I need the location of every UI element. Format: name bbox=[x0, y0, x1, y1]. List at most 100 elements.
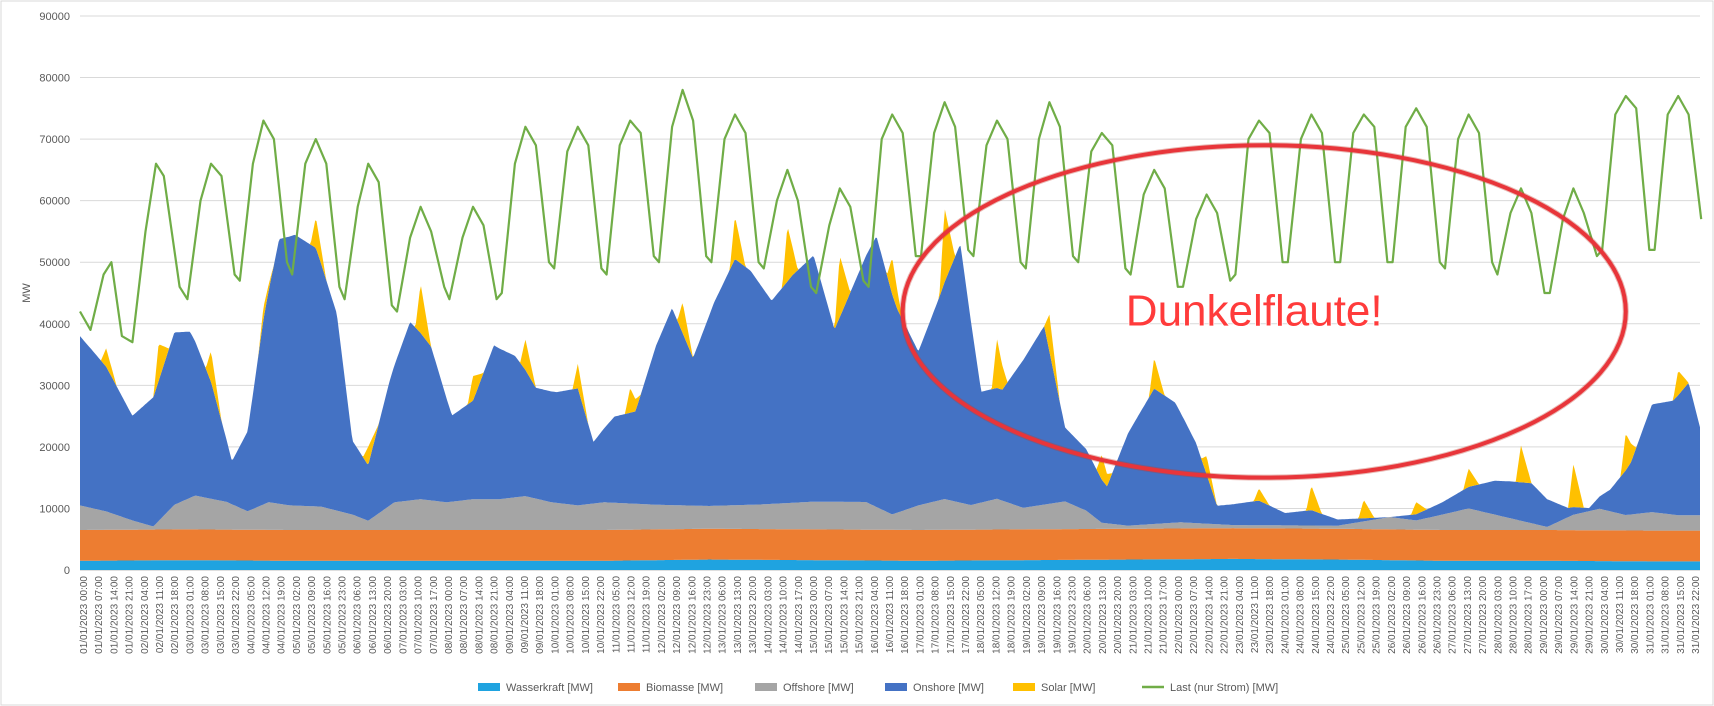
x-tick-label: 07/01/2023 03:00 bbox=[398, 576, 409, 654]
legend-swatch-solar-mw bbox=[1013, 683, 1035, 691]
legend-swatch-offshore-mw bbox=[755, 683, 777, 691]
x-tick-label: 26/01/2023 16:00 bbox=[1417, 576, 1428, 654]
x-tick-label: 16/01/2023 11:00 bbox=[885, 576, 896, 654]
area-biomasse-mw bbox=[80, 528, 1700, 562]
area-onshore-mw bbox=[80, 234, 1700, 527]
x-tick-label: 15/01/2023 14:00 bbox=[839, 576, 850, 654]
x-tick-label: 01/01/2023 14:00 bbox=[109, 576, 120, 654]
x-tick-label: 18/01/2023 12:00 bbox=[992, 576, 1003, 654]
x-tick-label: 05/01/2023 02:00 bbox=[292, 576, 303, 654]
area-solar-mw bbox=[80, 209, 1700, 520]
x-tick-label: 01/01/2023 07:00 bbox=[94, 576, 105, 654]
stacked-areas bbox=[80, 209, 1700, 570]
x-tick-label: 18/01/2023 19:00 bbox=[1007, 576, 1018, 654]
x-tick-label: 16/01/2023 04:00 bbox=[870, 576, 881, 654]
y-axis-label: MW bbox=[21, 283, 33, 303]
line-series bbox=[79, 88, 1703, 344]
x-tick-label: 06/01/2023 06:00 bbox=[353, 576, 364, 654]
x-tick-label: 02/01/2023 18:00 bbox=[170, 576, 181, 654]
x-tick-label: 02/01/2023 11:00 bbox=[155, 576, 166, 654]
x-tick-label: 20/01/2023 20:00 bbox=[1113, 576, 1124, 654]
x-tick-label: 24/01/2023 15:00 bbox=[1311, 576, 1322, 654]
x-tick-label: 13/01/2023 06:00 bbox=[718, 576, 729, 654]
x-tick-label: 31/01/2023 22:00 bbox=[1691, 576, 1702, 654]
x-tick-label: 16/01/2023 18:00 bbox=[900, 576, 911, 654]
y-tick-label: 20000 bbox=[39, 442, 70, 454]
x-tick-label: 15/01/2023 00:00 bbox=[809, 576, 820, 654]
legend-label-last-nur-strom-mw: Last (nur Strom) [MW] bbox=[1170, 682, 1278, 694]
annotations: Dunkelflaute! bbox=[899, 142, 1629, 481]
x-tick-label: 28/01/2023 10:00 bbox=[1509, 576, 1520, 654]
x-tick-label: 30/01/2023 04:00 bbox=[1600, 576, 1611, 654]
annotation-text: Dunkelflaute! bbox=[1126, 286, 1383, 335]
x-tick-label: 02/01/2023 04:00 bbox=[140, 576, 151, 654]
x-tick-label: 24/01/2023 01:00 bbox=[1280, 576, 1291, 654]
x-tick-label: 31/01/2023 15:00 bbox=[1676, 576, 1687, 654]
x-tick-label: 19/01/2023 16:00 bbox=[1052, 576, 1063, 654]
x-tick-label: 05/01/2023 16:00 bbox=[322, 576, 333, 654]
y-tick-label: 80000 bbox=[39, 73, 70, 85]
x-tick-label: 08/01/2023 21:00 bbox=[490, 576, 501, 654]
x-tick-label: 01/01/2023 21:00 bbox=[125, 576, 136, 654]
x-tick-label: 08/01/2023 07:00 bbox=[459, 576, 470, 654]
x-tick-label: 14/01/2023 10:00 bbox=[779, 576, 790, 654]
y-tick-label: 90000 bbox=[39, 11, 70, 23]
x-tick-label: 25/01/2023 19:00 bbox=[1372, 576, 1383, 654]
legend: Wasserkraft [MW] Biomasse [MW] Offshore [M… bbox=[478, 682, 1278, 694]
x-tick-label: 14/01/2023 17:00 bbox=[794, 576, 805, 654]
x-tick-label: 10/01/2023 15:00 bbox=[581, 576, 592, 654]
x-tick-label: 22/01/2023 00:00 bbox=[1174, 576, 1185, 654]
x-tick-label: 10/01/2023 22:00 bbox=[596, 576, 607, 654]
x-tick-label: 03/01/2023 08:00 bbox=[201, 576, 212, 654]
legend-swatch-onshore-mw bbox=[885, 683, 907, 691]
x-tick-label: 19/01/2023 02:00 bbox=[1022, 576, 1033, 654]
x-tick-label: 17/01/2023 08:00 bbox=[931, 576, 942, 654]
x-tick-label: 10/01/2023 01:00 bbox=[550, 576, 561, 654]
x-tick-label: 26/01/2023 02:00 bbox=[1387, 576, 1398, 654]
x-tick-label: 20/01/2023 13:00 bbox=[1098, 576, 1109, 654]
x-tick-label: 06/01/2023 13:00 bbox=[368, 576, 379, 654]
y-tick-label: 10000 bbox=[39, 503, 70, 515]
y-tick-label: 70000 bbox=[39, 134, 70, 146]
x-tick-label: 22/01/2023 14:00 bbox=[1204, 576, 1215, 654]
x-tick-label: 04/01/2023 05:00 bbox=[246, 576, 257, 654]
x-tick-label: 28/01/2023 17:00 bbox=[1524, 576, 1535, 654]
x-tick-label: 31/01/2023 01:00 bbox=[1645, 576, 1656, 654]
annotation-ellipse bbox=[900, 143, 1628, 480]
x-tick-label: 18/01/2023 05:00 bbox=[976, 576, 987, 654]
x-tick-label: 24/01/2023 22:00 bbox=[1326, 576, 1337, 654]
x-tick-label: 03/01/2023 15:00 bbox=[216, 576, 227, 654]
line-last-nur-strom bbox=[79, 88, 1703, 344]
x-tick-label: 17/01/2023 01:00 bbox=[915, 576, 926, 654]
y-tick-label: 40000 bbox=[39, 319, 70, 331]
y-tick-label: 60000 bbox=[39, 196, 70, 208]
x-tick-label: 22/01/2023 07:00 bbox=[1189, 576, 1200, 654]
x-tick-label: 11/01/2023 05:00 bbox=[611, 576, 622, 654]
x-tick-label: 30/01/2023 11:00 bbox=[1615, 576, 1626, 654]
x-tick-label: 12/01/2023 16:00 bbox=[687, 576, 698, 654]
x-tick-label: 25/01/2023 12:00 bbox=[1356, 576, 1367, 654]
x-tick-label: 09/01/2023 18:00 bbox=[535, 576, 546, 654]
x-tick-label: 21/01/2023 03:00 bbox=[1128, 576, 1139, 654]
x-tick-label: 17/01/2023 15:00 bbox=[946, 576, 957, 654]
legend-swatch-wasserkraft-mw bbox=[478, 683, 500, 691]
x-tick-label: 13/01/2023 20:00 bbox=[748, 576, 759, 654]
x-tick-label: 12/01/2023 23:00 bbox=[703, 576, 714, 654]
x-tick-label: 29/01/2023 14:00 bbox=[1569, 576, 1580, 654]
legend-swatch-biomasse-mw bbox=[618, 683, 640, 691]
x-tick-label: 03/01/2023 01:00 bbox=[186, 576, 197, 654]
x-tick-label: 27/01/2023 20:00 bbox=[1478, 576, 1489, 654]
x-tick-label: 26/01/2023 09:00 bbox=[1402, 576, 1413, 654]
x-tick-label: 04/01/2023 12:00 bbox=[262, 576, 273, 654]
x-tick-label: 23/01/2023 11:00 bbox=[1250, 576, 1261, 654]
x-tick-label: 01/01/2023 00:00 bbox=[79, 576, 90, 654]
x-tick-label: 27/01/2023 06:00 bbox=[1448, 576, 1459, 654]
y-tick-label: 30000 bbox=[39, 380, 70, 392]
x-tick-label: 28/01/2023 03:00 bbox=[1493, 576, 1504, 654]
x-tick-label: 23/01/2023 04:00 bbox=[1235, 576, 1246, 654]
x-tick-label: 22/01/2023 21:00 bbox=[1220, 576, 1231, 654]
x-tick-label: 04/01/2023 19:00 bbox=[277, 576, 288, 654]
x-axis-ticks: 01/01/2023 00:00 01/01/2023 07:00 01/01/20… bbox=[79, 576, 1702, 654]
x-tick-label: 06/01/2023 20:00 bbox=[383, 576, 394, 654]
